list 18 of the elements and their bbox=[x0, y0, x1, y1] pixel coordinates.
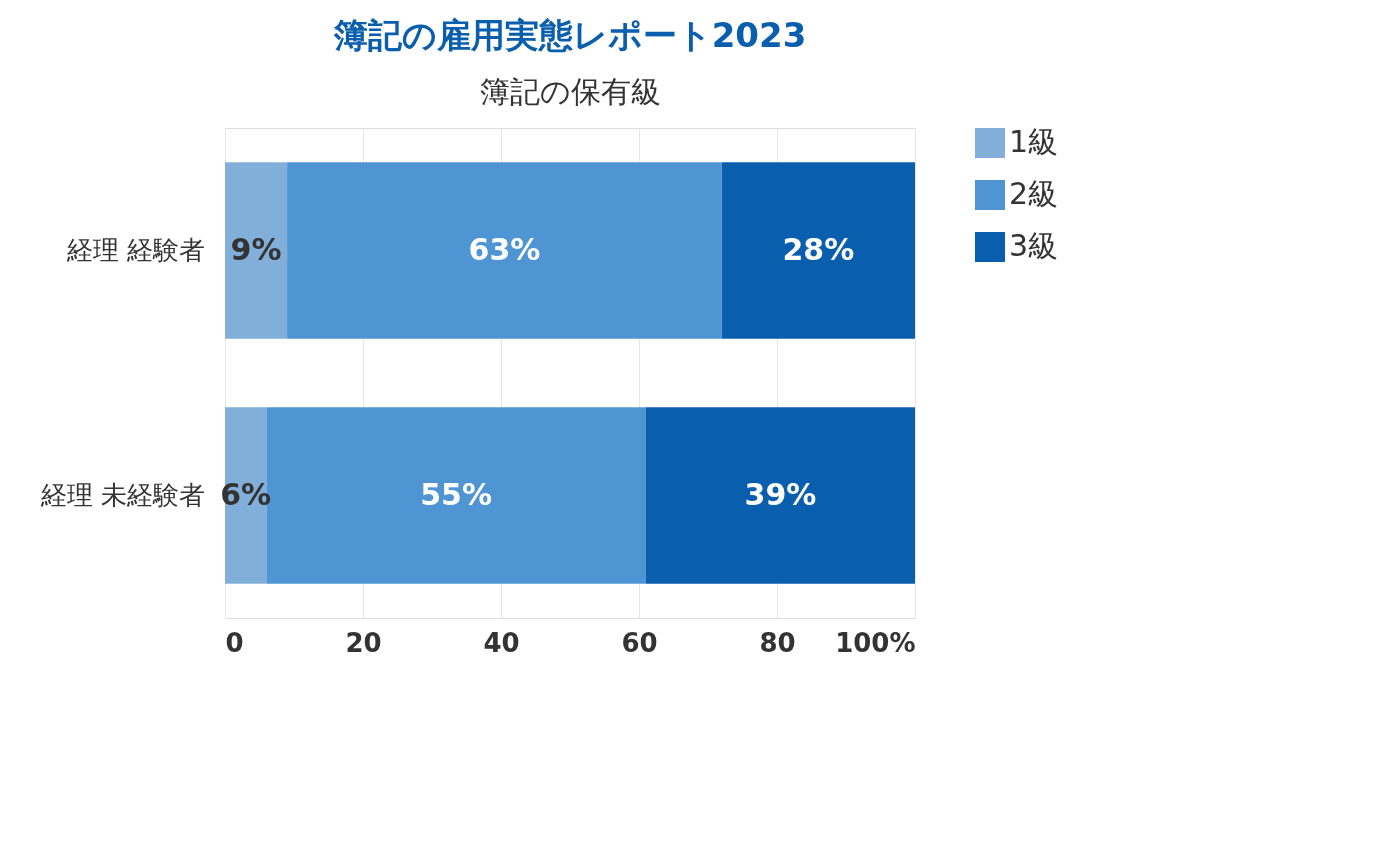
x-tick-label: 0 bbox=[225, 627, 244, 658]
x-tick-label: 60 bbox=[621, 627, 658, 658]
legend-label: 1級 bbox=[1009, 124, 1059, 159]
data-label: 9% bbox=[230, 231, 282, 267]
x-tick-label: 80 bbox=[759, 627, 796, 658]
x-tick-label: 100% bbox=[835, 627, 916, 658]
data-label: 28% bbox=[782, 231, 855, 267]
x-tick-label: 20 bbox=[345, 627, 382, 658]
legend-label: 2級 bbox=[1009, 176, 1059, 211]
data-label: 55% bbox=[420, 476, 493, 512]
data-label: 63% bbox=[468, 231, 541, 267]
y-tick-label: 経理 未経験者 bbox=[40, 479, 206, 510]
data-label: 39% bbox=[744, 476, 817, 512]
chart-title: 簿記の雇用実態レポート2023 bbox=[332, 15, 807, 55]
legend-label: 3級 bbox=[1009, 228, 1059, 263]
chart-subtitle: 簿記の保有級 bbox=[479, 74, 661, 109]
x-tick-label: 40 bbox=[483, 627, 520, 658]
y-tick-label: 経理 経験者 bbox=[66, 234, 206, 265]
